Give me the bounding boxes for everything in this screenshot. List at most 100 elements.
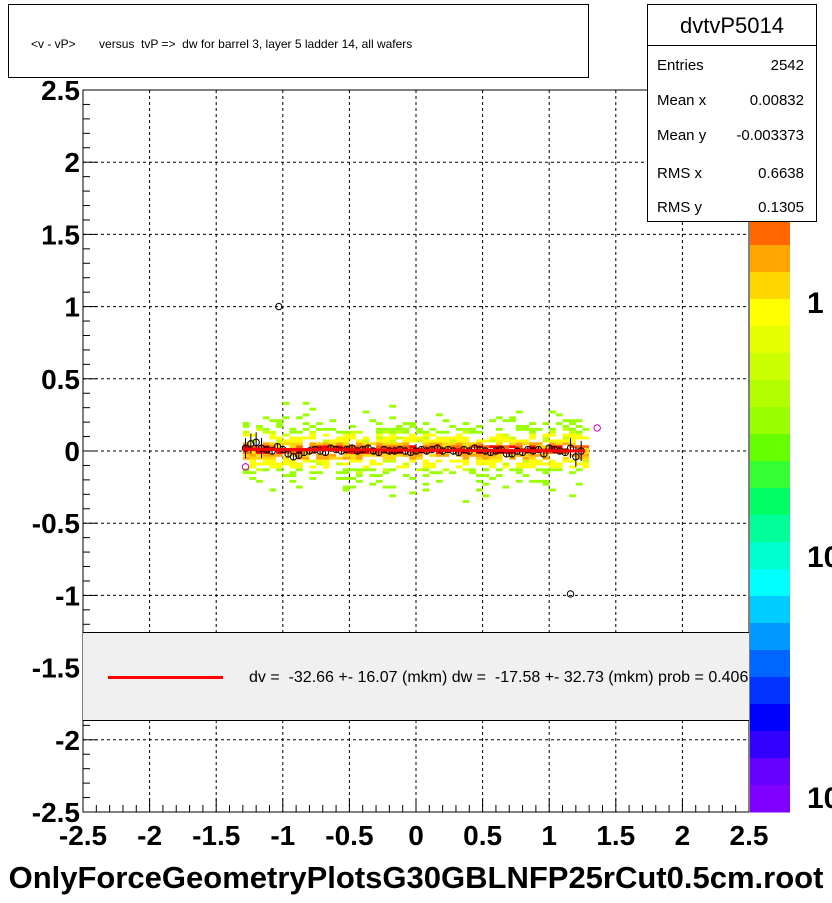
heatmap-cell — [376, 430, 383, 434]
heatmap-cell — [376, 474, 383, 477]
heatmap-cell — [442, 436, 450, 440]
heatmap-cell — [416, 439, 423, 443]
heatmap-cell — [429, 471, 436, 475]
heatmap-cell — [342, 430, 350, 434]
heatmap-cell — [416, 468, 423, 472]
heatmap-cell — [482, 494, 490, 498]
heatmap-cell — [515, 425, 523, 428]
heatmap-cell — [515, 462, 523, 466]
heatmap-cell — [269, 462, 277, 466]
heatmap-cell — [582, 436, 590, 440]
heatmap-cell — [342, 468, 350, 472]
heatmap-cell — [482, 439, 490, 443]
heatmap-cell — [555, 462, 563, 466]
profile-point — [252, 438, 260, 447]
heatmap-cell — [309, 407, 317, 411]
heatmap-cell — [356, 471, 363, 475]
heatmap-cell — [362, 453, 370, 457]
heatmap-cell — [522, 459, 530, 463]
heatmap-cell — [369, 462, 377, 466]
color-bar-cell — [750, 731, 790, 759]
heatmap-cell — [455, 465, 463, 469]
heatmap-cell — [322, 459, 330, 463]
heatmap-cell — [529, 422, 536, 426]
heatmap-cell — [409, 456, 416, 460]
heatmap-cell — [322, 445, 330, 449]
heatmap-cell — [316, 471, 323, 475]
heatmap-cell — [296, 430, 303, 434]
heatmap-cell — [549, 459, 556, 463]
heatmap-cell — [376, 436, 383, 440]
x-tick-label: -1 — [270, 820, 295, 851]
heatmap-cell — [349, 476, 357, 480]
heatmap-cell — [362, 451, 370, 454]
heatmap-cell — [362, 465, 370, 469]
heatmap-cell — [342, 488, 350, 492]
heatmap-cell — [296, 453, 303, 457]
heatmap-cell — [262, 427, 270, 431]
heatmap-cell — [502, 451, 510, 454]
heatmap-cell — [262, 468, 270, 472]
heatmap-cell — [555, 468, 563, 472]
heatmap-cell — [442, 430, 450, 434]
y-tick-label: 2 — [64, 147, 80, 178]
heatmap-cell — [376, 422, 383, 426]
heatmap-cell — [482, 462, 490, 466]
heatmap-cell — [515, 442, 523, 446]
stats-name: dvtvP5014 — [680, 13, 784, 38]
heatmap-cell — [489, 436, 496, 440]
heatmap-cell — [396, 430, 403, 434]
heatmap-cell — [495, 468, 503, 472]
color-bar-cell — [750, 677, 790, 705]
heatmap-cell — [356, 459, 363, 463]
heatmap-cell — [482, 474, 490, 477]
heatmap-cell — [329, 453, 337, 457]
heatmap-cell — [462, 500, 470, 503]
file-name-footer: OnlyForceGeometryPlotsG30GBLNFP25rCut0.5… — [8, 860, 824, 895]
heatmap-cell — [276, 462, 283, 466]
heatmap-cell — [542, 436, 550, 440]
heatmap-cell — [455, 459, 463, 463]
color-bar-label: 1 — [807, 287, 824, 320]
heatmap-cell — [549, 465, 556, 469]
heatmap-cell — [289, 442, 297, 446]
heatmap-cell — [276, 419, 283, 423]
heatmap-cell — [422, 462, 430, 466]
heatmap-cell — [282, 451, 290, 454]
stat-row-rms-y: RMS y 0.1305 — [657, 199, 804, 216]
heatmap-cell — [529, 433, 536, 437]
heatmap-cell — [309, 430, 317, 434]
heatmap-cell — [482, 482, 490, 486]
heatmap-cell — [575, 430, 583, 434]
heatmap-cell — [396, 453, 403, 457]
heatmap-cell — [575, 425, 583, 428]
heatmap-cell — [262, 416, 270, 420]
color-bar-cell — [750, 434, 790, 462]
heatmap-cell — [402, 436, 410, 440]
heatmap-cell — [396, 465, 403, 469]
heatmap-cell — [522, 465, 530, 469]
heatmap-cell — [336, 430, 343, 434]
heatmap-cell — [475, 439, 483, 443]
heatmap-cell — [329, 442, 337, 446]
heatmap-cell — [522, 462, 530, 466]
heatmap-cell — [562, 442, 570, 446]
heatmap-cell — [502, 436, 510, 440]
heatmap-cell — [455, 439, 463, 443]
heatmap-cell — [562, 456, 570, 460]
heatmap-cell — [462, 442, 470, 446]
heatmap-cell — [469, 471, 476, 475]
heatmap-cell — [382, 436, 390, 440]
heatmap-cell — [389, 494, 397, 498]
heatmap-cell — [389, 468, 397, 472]
heatmap-cell — [369, 453, 377, 457]
heatmap-cell — [289, 453, 297, 457]
heatmap-cell — [262, 453, 270, 457]
heatmap-cell — [256, 453, 263, 457]
heatmap-cell — [289, 427, 297, 431]
heatmap-cell — [529, 453, 536, 457]
heatmap-cell — [455, 436, 463, 440]
heatmap-cell — [382, 471, 390, 475]
heatmap-cell — [416, 453, 423, 457]
y-tick-labels: 2.5 2 1.5 1 0.5 0 -0.5 -1 -1.5 -2 -2.5 — [32, 75, 80, 828]
